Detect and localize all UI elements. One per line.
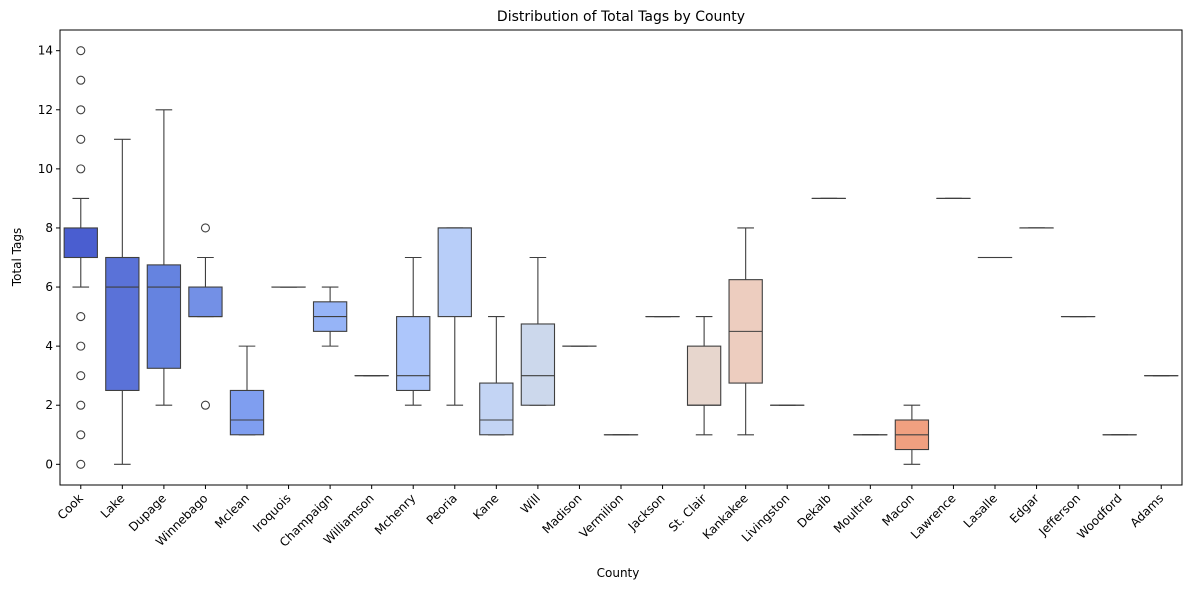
box-body bbox=[520, 323, 556, 406]
y-tick-label: 2 bbox=[45, 398, 53, 412]
box-cook bbox=[63, 46, 98, 469]
x-tick-label: Will bbox=[518, 491, 543, 516]
box-mclean bbox=[229, 345, 265, 436]
box-peoria bbox=[437, 227, 472, 406]
x-tick-label: Dekalb bbox=[795, 491, 834, 530]
plot-frame bbox=[59, 29, 1183, 486]
x-tick-label: Adams bbox=[1128, 491, 1167, 530]
outlier-point bbox=[76, 312, 86, 322]
x-axis-label: County bbox=[597, 566, 640, 580]
x-tick-label: Peoria bbox=[424, 491, 460, 527]
outlier-point bbox=[200, 223, 210, 233]
y-tick-label: 6 bbox=[45, 280, 53, 294]
box-champaign bbox=[312, 286, 348, 347]
box-body bbox=[146, 264, 182, 369]
plot-area bbox=[63, 46, 1179, 469]
y-tick-label: 12 bbox=[38, 103, 53, 117]
outlier-point bbox=[76, 400, 86, 410]
x-tick-label: Lasalle bbox=[961, 491, 1000, 530]
box-body bbox=[105, 256, 140, 392]
outlier-point bbox=[76, 341, 86, 351]
chart-title: Distribution of Total Tags by County bbox=[497, 9, 745, 25]
box-body bbox=[396, 316, 431, 392]
y-axis: 0 2 4 6 8 10 12 14 bbox=[38, 44, 60, 471]
outlier-point bbox=[200, 400, 210, 410]
outlier-point bbox=[76, 430, 86, 440]
outlier-point bbox=[76, 371, 86, 381]
x-tick-label: Cook bbox=[55, 491, 86, 522]
outlier-point bbox=[76, 105, 86, 115]
y-tick-label: 4 bbox=[45, 339, 53, 353]
y-tick-label: 0 bbox=[45, 457, 53, 471]
outlier-point bbox=[76, 46, 86, 56]
x-tick-label: Vermilion bbox=[577, 491, 627, 541]
x-tick-label: Jackson bbox=[625, 491, 668, 534]
box-winnebago bbox=[188, 223, 223, 410]
box-dupage bbox=[146, 109, 182, 406]
box-kankakee bbox=[728, 227, 763, 436]
outlier-point bbox=[76, 75, 86, 85]
x-tick-label: Macon bbox=[879, 491, 917, 529]
box-body bbox=[63, 227, 98, 259]
box-kane bbox=[479, 316, 514, 436]
x-tick-label: Woodford bbox=[1074, 491, 1124, 541]
x-tick-label: Dupage bbox=[126, 491, 169, 534]
x-tick-label: Mchenry bbox=[372, 491, 418, 537]
outlier-point bbox=[76, 164, 86, 174]
box-body bbox=[437, 227, 472, 318]
box-st-clair bbox=[686, 316, 722, 436]
y-axis-label: Total Tags bbox=[10, 228, 24, 287]
box-macon bbox=[894, 404, 930, 465]
box-body bbox=[188, 286, 223, 318]
box-body bbox=[479, 382, 514, 436]
y-tick-label: 10 bbox=[38, 162, 53, 176]
x-tick-label: Moultrie bbox=[831, 491, 876, 536]
box-will bbox=[520, 256, 556, 406]
y-tick-label: 8 bbox=[45, 221, 53, 235]
box-lake bbox=[105, 138, 140, 465]
x-tick-label: Lake bbox=[98, 491, 128, 521]
outlier-point bbox=[76, 459, 86, 469]
x-tick-label: Lawrence bbox=[908, 491, 959, 542]
outlier-point bbox=[76, 134, 86, 144]
box-mchenry bbox=[396, 256, 431, 406]
box-body bbox=[229, 389, 265, 436]
x-tick-label: Mclean bbox=[212, 491, 252, 531]
x-tick-label: Edgar bbox=[1007, 491, 1042, 526]
box-body bbox=[686, 345, 722, 406]
x-tick-label: Kane bbox=[470, 491, 501, 522]
y-tick-label: 14 bbox=[38, 44, 53, 58]
